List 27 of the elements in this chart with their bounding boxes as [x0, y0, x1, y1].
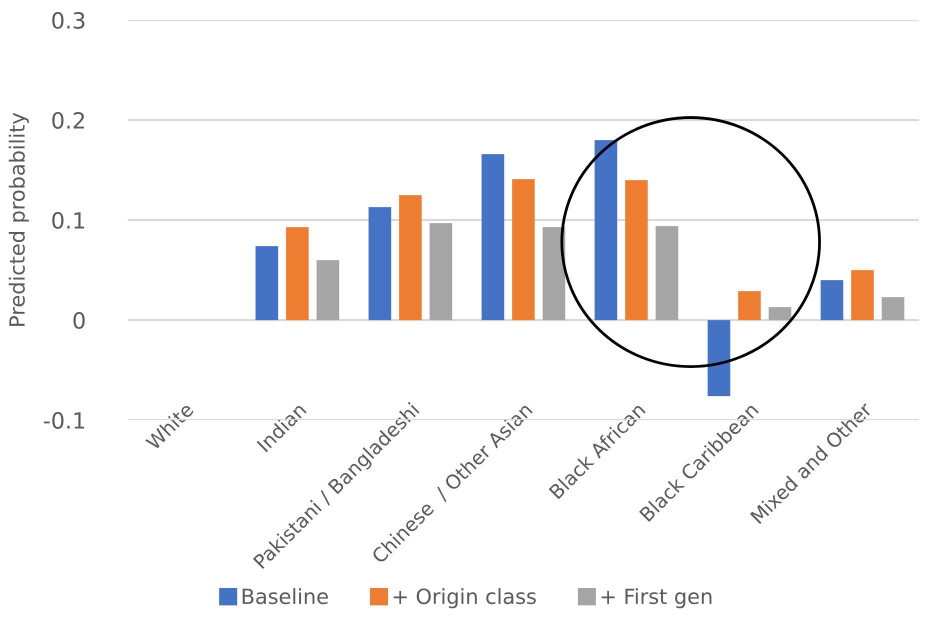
bar	[882, 297, 904, 320]
bar	[316, 260, 340, 320]
bar	[594, 140, 618, 320]
legend-label: + First gen	[602, 588, 712, 608]
y-tick-label: 0	[73, 312, 85, 329]
bar	[399, 195, 422, 320]
bar	[256, 246, 278, 320]
bar	[368, 207, 392, 320]
bar	[542, 227, 566, 320]
bar	[482, 154, 504, 320]
bar	[851, 270, 874, 320]
y-tick-label: 0.2	[52, 112, 84, 129]
bar	[768, 307, 792, 320]
y-tick-label: -0.1	[44, 412, 84, 429]
bar	[656, 226, 678, 320]
y-tick-label: 0.1	[52, 212, 84, 229]
y-tick-label: 0.3	[52, 12, 84, 29]
bar	[286, 227, 309, 320]
bar	[512, 179, 535, 320]
bar	[430, 223, 452, 320]
legend-label: Baseline	[242, 588, 328, 604]
bar	[820, 280, 844, 320]
bar	[625, 180, 648, 320]
bar	[708, 320, 730, 396]
bar	[738, 291, 761, 320]
y-axis-title: Predicted probability	[8, 112, 29, 326]
legend-label: + Origin class	[394, 588, 536, 608]
